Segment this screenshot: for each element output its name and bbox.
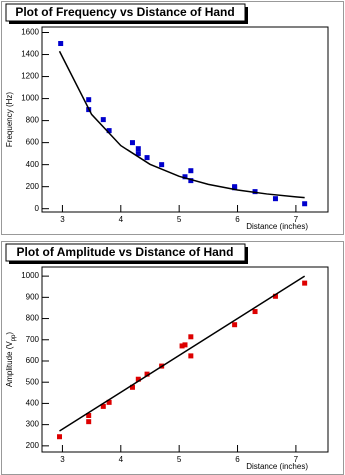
data-point: [135, 151, 141, 157]
data-point: [58, 41, 64, 47]
title-box: [5, 243, 246, 262]
chart-title: Plot of Amplitude vs Distance of Hand: [17, 245, 234, 259]
data-point: [100, 403, 106, 409]
panel: [1, 1, 344, 235]
data-point: [144, 371, 150, 377]
data-point: [252, 309, 258, 315]
x-tick-label: 7: [294, 455, 299, 464]
x-tick-label: 4: [119, 455, 124, 464]
y-axis-label-part: pp: [11, 334, 17, 341]
y-tick-label: 1600: [21, 28, 39, 37]
y-tick-label: 600: [26, 356, 40, 365]
y-tick-label: 500: [26, 377, 40, 386]
data-point: [188, 178, 194, 184]
data-point: [302, 201, 308, 207]
y-tick-label: 600: [26, 138, 40, 147]
data-point: [106, 399, 112, 405]
x-tick-label: 6: [235, 215, 240, 224]
data-point: [86, 419, 92, 425]
data-point: [86, 413, 92, 419]
data-point: [129, 384, 135, 390]
data-point: [144, 155, 150, 161]
fit-line: [58, 50, 305, 199]
x-tick-label: 6: [235, 455, 240, 464]
y-axis-label-part: Amplitude (V: [5, 341, 14, 387]
y-tick-label: 700: [26, 335, 40, 344]
data-point: [182, 174, 188, 180]
x-tick-label: 5: [177, 455, 182, 464]
y-tick-label: 1000: [21, 271, 39, 280]
y-tick-label: 400: [26, 160, 40, 169]
data-point: [272, 196, 278, 202]
data-point: [129, 140, 135, 146]
y-tick-label: 1400: [21, 50, 39, 59]
data-point: [188, 334, 194, 340]
x-axis-label: Distance (inches): [246, 462, 308, 471]
y-tick-label: 300: [26, 420, 40, 429]
x-tick-label: 3: [60, 455, 65, 464]
data-point: [188, 168, 194, 174]
data-point: [86, 97, 92, 103]
plot-frame: [41, 266, 329, 453]
y-axis-label-part: ): [5, 332, 14, 335]
data-point: [100, 117, 106, 123]
title-box: [5, 3, 246, 22]
plot-frame: [41, 26, 329, 213]
panel: [1, 241, 344, 475]
x-axis-label: Distance (inches): [246, 222, 308, 231]
data-point: [188, 353, 194, 359]
data-point: [232, 185, 238, 191]
data-point: [302, 280, 308, 286]
data-point: [232, 322, 238, 328]
y-tick-label: 400: [26, 399, 40, 408]
data-point: [135, 146, 141, 152]
chart-title: Plot of Frequency vs Distance of Hand: [15, 5, 234, 19]
fit-line: [59, 275, 306, 432]
y-tick-label: 1200: [21, 72, 39, 81]
data-point: [179, 343, 185, 349]
y-tick-label: 800: [26, 116, 40, 125]
data-point: [159, 162, 165, 168]
y-tick-label: 1000: [21, 94, 39, 103]
y-tick-label: 0: [35, 204, 40, 213]
data-point: [182, 342, 188, 348]
y-tick-label: 800: [26, 314, 40, 323]
y-tick-label: 900: [26, 292, 40, 301]
x-tick-label: 5: [177, 215, 182, 224]
y-axis-label: Frequency (Hz): [5, 92, 14, 147]
data-point: [135, 376, 141, 382]
data-point: [57, 434, 63, 440]
x-tick-label: 4: [119, 215, 124, 224]
y-tick-label: 200: [26, 441, 40, 450]
y-tick-label: 200: [26, 182, 40, 191]
x-tick-label: 7: [294, 215, 299, 224]
data-point: [272, 293, 278, 299]
y-axis-label: Amplitude (Vpp): [5, 332, 16, 387]
x-tick-label: 3: [60, 215, 65, 224]
data-point: [106, 128, 112, 134]
